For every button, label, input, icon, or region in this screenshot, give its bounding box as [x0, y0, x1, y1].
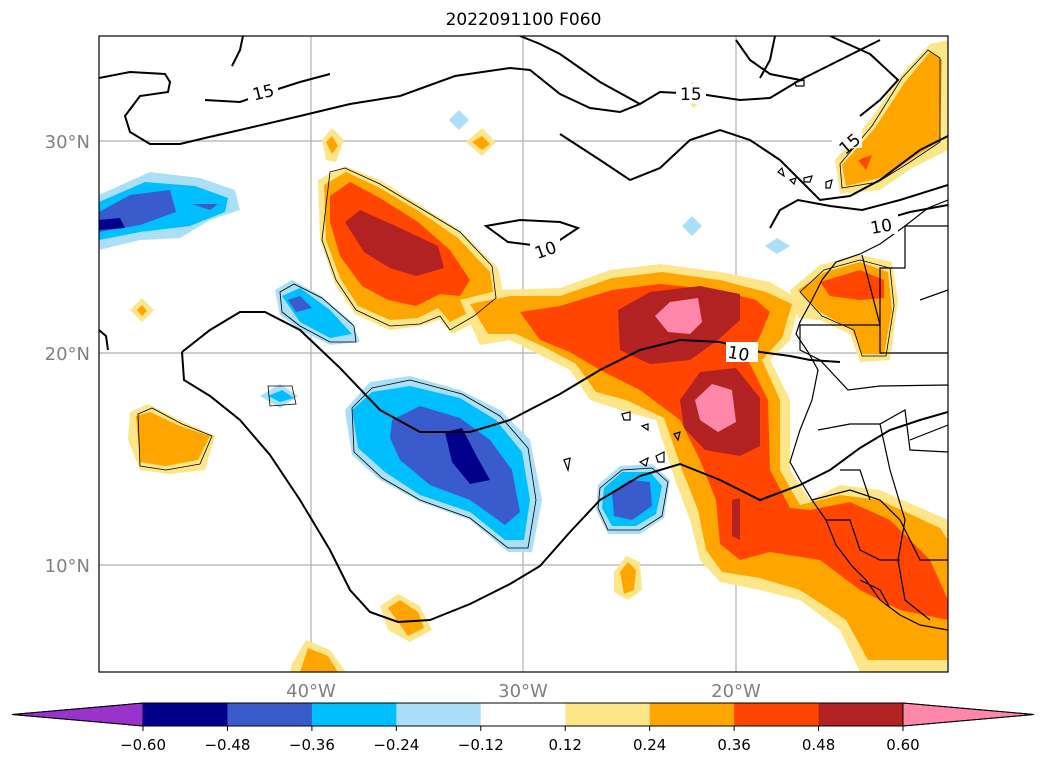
contour-label: 10	[869, 215, 894, 238]
plot-title: 2022091100 F060	[445, 10, 602, 30]
height-contours	[99, 36, 948, 624]
colorbar-tick-label: −0.48	[204, 736, 250, 754]
gridlines	[99, 36, 948, 672]
lon-label-20w: 20°W	[711, 681, 761, 702]
positive-anomaly-regions	[128, 40, 948, 672]
colorbar-tick-label: −0.12	[458, 736, 504, 754]
colorbar-extend-low	[11, 702, 144, 727]
colorbar: −0.60 −0.48 −0.36 −0.24 −0.12 0.12 0.24 0.36 0.4…	[11, 702, 1035, 754]
colorbar-segment	[818, 703, 904, 726]
lat-label-20n: 20°N	[45, 344, 90, 365]
coastlines	[563, 79, 948, 631]
lat-label-10n: 10°N	[45, 556, 90, 577]
colorbar-ticks: −0.60 −0.48 −0.36 −0.24 −0.12 0.12 0.24 0.36 0.4…	[120, 726, 920, 754]
colorbar-tick-label: 0.24	[633, 736, 666, 754]
colorbar-segment	[143, 703, 228, 726]
colorbar-extend-high	[902, 702, 1035, 727]
lon-label-40w: 40°W	[286, 681, 336, 702]
colorbar-segment	[396, 703, 482, 726]
colorbar-segments	[11, 702, 1035, 727]
colorbar-segment	[227, 703, 313, 726]
anomaly-outlines	[137, 49, 941, 549]
colorbar-tick-label: −0.60	[120, 736, 166, 754]
colorbar-segment	[311, 703, 397, 726]
colorbar-tick-label: −0.24	[373, 736, 419, 754]
latitude-labels: 30°N 20°N 10°N	[45, 132, 90, 577]
longitude-labels: 40°W 30°W 20°W	[286, 681, 761, 702]
colorbar-segment	[565, 703, 651, 726]
colorbar-tick-label: 0.60	[886, 736, 919, 754]
contour-label: 15	[680, 85, 702, 105]
colorbar-tick-label: −0.36	[289, 736, 335, 754]
colorbar-segment	[734, 703, 820, 726]
lat-label-30n: 30°N	[45, 132, 90, 153]
map-frame	[98, 35, 949, 673]
lon-label-30w: 30°W	[498, 681, 548, 702]
colorbar-tick-label: 0.48	[802, 736, 835, 754]
negative-anomaly-regions	[99, 110, 790, 552]
contour-label: 10	[726, 343, 751, 366]
colorbar-tick-label: 0.12	[549, 736, 582, 754]
colorbar-segment	[649, 703, 735, 726]
colorbar-segment	[480, 703, 566, 726]
map-area: 15 15 15 10 10 10	[99, 36, 948, 672]
colorbar-tick-label: 0.36	[717, 736, 750, 754]
